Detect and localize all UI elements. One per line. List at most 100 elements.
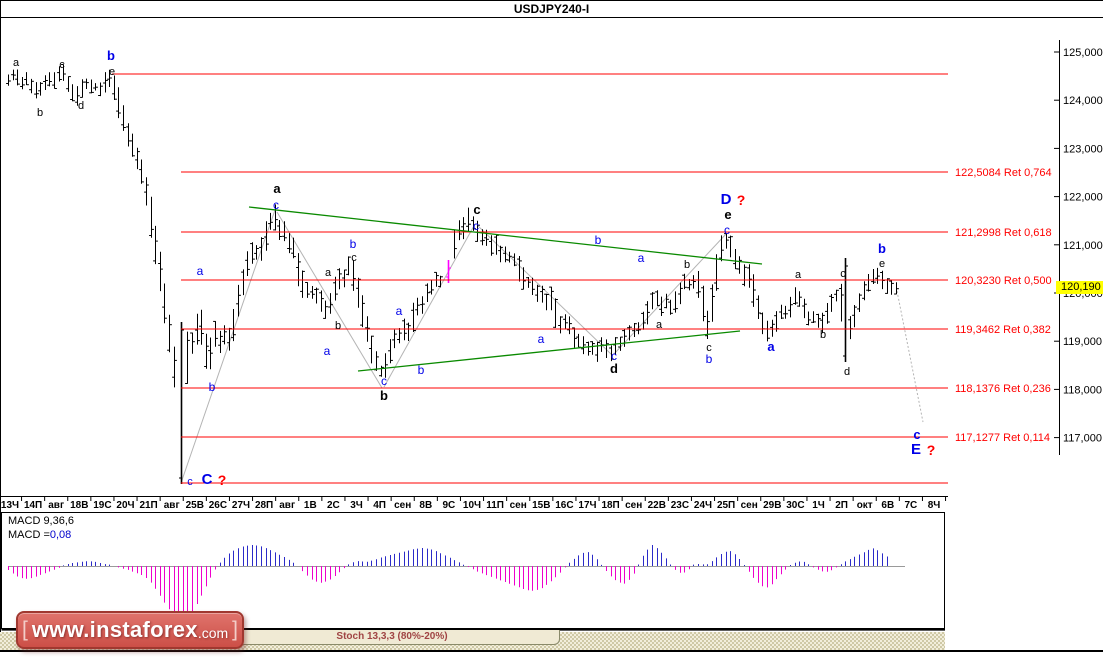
time-tick-label: 13Ч — [1, 500, 19, 511]
time-tick-label: 2С — [327, 500, 340, 511]
price-tick-label: 119,000 — [1063, 336, 1102, 348]
time-tick-label: авг — [48, 500, 64, 511]
wave-label: c — [706, 342, 712, 354]
wave-label: a — [273, 181, 281, 196]
wave-label: e — [879, 258, 885, 270]
wave-label: d — [844, 366, 850, 378]
fib-label: 119,3462 Ret 0,382 — [955, 324, 1051, 336]
wave-label: c — [273, 198, 279, 212]
fibonacci-levels: 122,5084 Ret 0,764 121,2998 Ret 0,618 120,… — [112, 73, 1052, 484]
time-tick-label: 6В — [881, 500, 894, 511]
wave-label: c — [611, 349, 617, 363]
time-tick-label: сен — [510, 500, 527, 511]
projection-line-to-e — [896, 290, 924, 423]
wave-label: b — [209, 380, 216, 394]
wave-label: E — [911, 441, 921, 458]
fib-label: 117,1277 Ret 0,114 — [955, 432, 1050, 444]
wave-label: a — [638, 251, 645, 265]
macd-histogram — [8, 545, 888, 623]
time-tick-label: 15В — [532, 500, 550, 511]
time-tick-label: 3Ч — [350, 500, 363, 511]
wave-label: a — [324, 344, 331, 358]
price-tick-label: 123,000 — [1063, 143, 1103, 155]
wave-label: a — [197, 264, 204, 278]
time-tick-label: 28П — [255, 500, 273, 511]
wave-label: b — [335, 320, 341, 332]
macd-params-label: MACD 9,36,6 — [8, 515, 75, 527]
wave-label: a — [656, 319, 663, 331]
title-bar: USDJPY240-I — [0, 0, 1103, 18]
logo-left-bracket: [ — [22, 618, 28, 641]
wave-label: b — [418, 363, 425, 377]
price-tick-label: 118,000 — [1063, 384, 1102, 396]
wave-label: b — [595, 233, 602, 247]
wave-label: b — [820, 329, 826, 341]
time-tick-label: 9С — [443, 500, 456, 511]
tab-stochastic[interactable]: Stoch 13,3,3 (80%-20%) — [224, 630, 560, 645]
fib-label: 121,2998 Ret 0,618 — [955, 227, 1052, 239]
wave-label: ? — [218, 472, 227, 488]
wave-label: b — [107, 48, 115, 63]
elliott-wave-connectors — [180, 209, 924, 484]
fib-label: 120,3230 Ret 0,500 — [955, 275, 1052, 287]
price-tick-label: 121,000 — [1063, 240, 1103, 252]
logo-tld: .com — [197, 625, 229, 641]
instaforex-logo[interactable]: [www.instaforex .com] — [16, 611, 244, 649]
time-tick-label: 26С — [209, 500, 227, 511]
wave-label: e — [724, 207, 731, 222]
price-bars — [6, 64, 899, 484]
wave-label: a — [325, 267, 332, 279]
wave-label: c — [187, 476, 193, 488]
time-tick-label: 25П — [717, 500, 735, 511]
time-tick-label: 1В — [304, 500, 317, 511]
wave-label: a — [795, 269, 802, 281]
time-tick-label: 21П — [139, 500, 157, 511]
price-tick-label: 117,000 — [1063, 433, 1102, 445]
wave-label: d — [78, 100, 84, 112]
wave-label: c — [913, 427, 920, 442]
time-tick-label: 7С — [905, 500, 918, 511]
wave-label: b — [684, 259, 690, 271]
macd-value: 0,08 — [49, 529, 72, 541]
time-tick-label: 29В — [763, 500, 781, 511]
time-tick-label: 27Ч — [232, 500, 250, 511]
wave-label: d — [610, 361, 618, 376]
time-tick-label: 2П — [835, 500, 848, 511]
current-price-badge: 120,190 — [1056, 281, 1103, 294]
time-tick-label: 25В — [186, 500, 204, 511]
wave-label: c — [351, 252, 357, 264]
wave-label: D — [721, 191, 732, 208]
logo-right-bracket: ] — [232, 618, 239, 641]
price-tick-label: 124,000 — [1063, 95, 1103, 107]
time-tick-label: сен — [394, 500, 411, 511]
time-tick-label: 11П — [486, 500, 504, 511]
wave-label: c — [381, 374, 387, 388]
macd-value-label: MACD =0,08 — [8, 529, 72, 541]
time-tick-label: авг — [164, 500, 180, 511]
price-axis: 125,000124,000123,000122,000121,000120,0… — [1054, 40, 1103, 455]
macd-pane — [1, 512, 945, 631]
fib-label: 118,1376 Ret 0,236 — [955, 383, 1051, 395]
wave-label: ? — [927, 442, 936, 458]
wave-label: a — [13, 57, 20, 69]
time-tick-label: 4П — [373, 500, 386, 511]
time-tick-label: 8Ч — [928, 500, 941, 511]
chart-title: USDJPY240-I — [513, 2, 590, 16]
wave-label: c — [473, 219, 479, 233]
price-tick-label: 125,000 — [1063, 47, 1103, 59]
time-tick-label: окт — [857, 500, 873, 511]
wave-label: C — [202, 471, 213, 488]
time-tick-label: 20Ч — [116, 500, 134, 511]
time-tick-label: 10Ч — [463, 500, 481, 511]
wave-label: c — [59, 59, 65, 71]
wave-label: ? — [737, 192, 746, 208]
time-tick-label: 1Ч — [812, 500, 825, 511]
time-tick-label: 8В — [419, 500, 432, 511]
time-tick-label: сен — [741, 500, 758, 511]
wave-label: a — [396, 304, 403, 318]
time-tick-label: 16С — [555, 500, 573, 511]
wave-label: b — [37, 107, 43, 119]
